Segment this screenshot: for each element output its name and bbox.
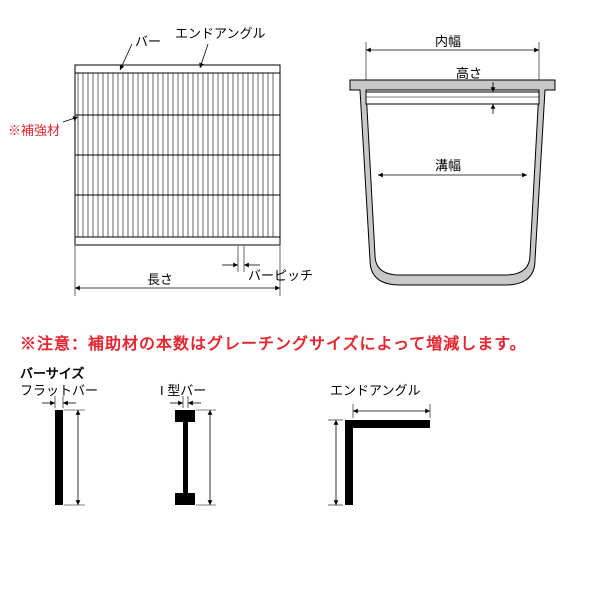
label-end-angle-l: エンドアングル	[330, 383, 420, 398]
end-angle-shape	[345, 420, 430, 505]
label-bar-pitch: バーピッチ	[248, 268, 313, 283]
leader-end-angle	[200, 44, 208, 68]
label-bar: バー	[135, 34, 161, 49]
label-length: 長さ	[147, 272, 173, 287]
label-height: 高さ	[456, 66, 482, 81]
label-inner-width: 内幅	[435, 34, 461, 49]
warning-note: ※注意：補助材の本数はグレーチングサイズによって増減します。	[20, 330, 527, 354]
flatbar-shape	[55, 410, 63, 505]
leader-bar	[120, 44, 132, 70]
bar-size-diagrams: バーサイズ フラットバー I 型バー エンドアングル	[0, 360, 600, 590]
u-channel-grate	[366, 92, 539, 104]
label-reinforcement: ※補強材	[8, 123, 60, 138]
label-groove-width: 溝幅	[435, 158, 461, 173]
section-title: バーサイズ	[20, 366, 84, 381]
grating-plan-diagram: バー エンドアングル ※補強材 長さ バーピッチ 内幅 高さ 溝幅	[0, 0, 600, 320]
end-angle-top	[75, 65, 280, 73]
label-flatbar: フラットバー	[20, 383, 98, 398]
ibar-shape	[175, 410, 195, 505]
label-ibar: I 型バー	[160, 383, 206, 398]
end-angle-bottom	[75, 237, 280, 245]
label-end-angle: エンドアングル	[175, 26, 265, 41]
u-channel-inner	[366, 90, 539, 275]
reinforcement-lines	[75, 115, 280, 195]
leader-reinforcement	[63, 117, 78, 122]
